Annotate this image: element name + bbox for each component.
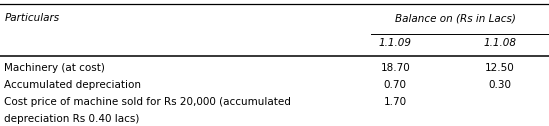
Text: 18.70: 18.70 [380,63,410,73]
Text: 0.30: 0.30 [488,80,511,90]
Text: 1.1.09: 1.1.09 [379,38,412,48]
Text: 12.50: 12.50 [485,63,514,73]
Text: Balance on (Rs in Lacs): Balance on (Rs in Lacs) [395,13,516,23]
Text: Particulars: Particulars [4,13,59,23]
Text: 0.70: 0.70 [384,80,407,90]
Text: 1.70: 1.70 [384,97,407,107]
Text: Accumulated depreciation: Accumulated depreciation [4,80,142,90]
Text: Machinery (at cost): Machinery (at cost) [4,63,105,73]
Text: 1.1.08: 1.1.08 [483,38,516,48]
Text: depreciation Rs 0.40 lacs): depreciation Rs 0.40 lacs) [4,114,140,124]
Text: Cost price of machine sold for Rs 20,000 (accumulated: Cost price of machine sold for Rs 20,000… [4,97,292,107]
